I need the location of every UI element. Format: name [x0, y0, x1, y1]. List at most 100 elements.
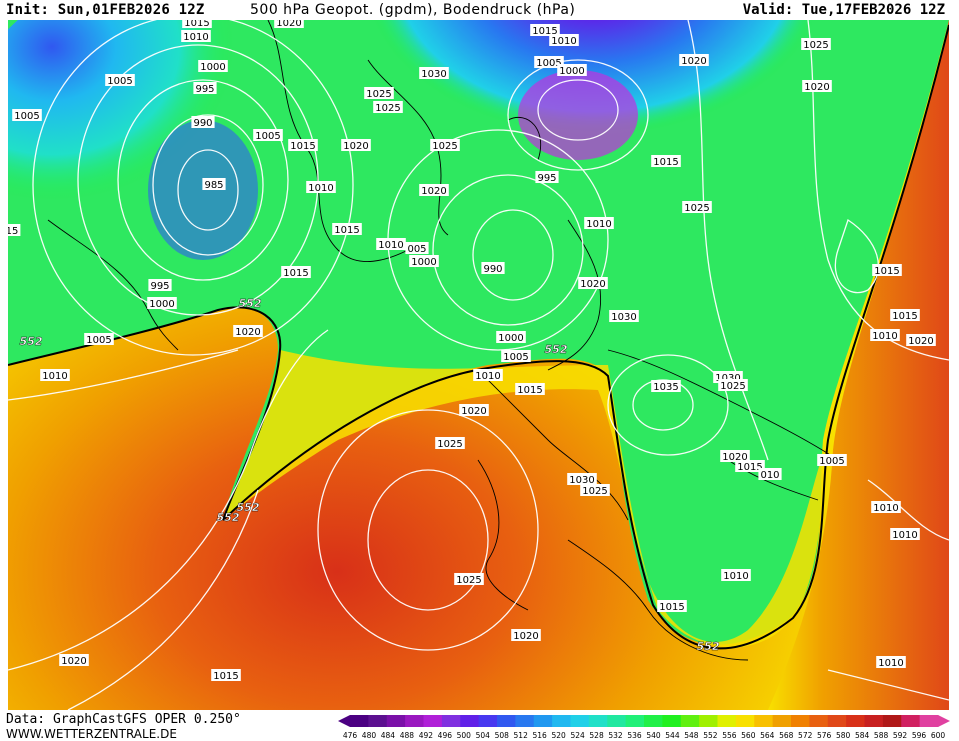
isobar-label-text: 1015: [517, 385, 542, 396]
isobar-label-box: [801, 38, 831, 50]
isobar-label-box: [233, 325, 263, 337]
isobar-label-box: [332, 223, 362, 235]
isobar-label-box: [430, 139, 460, 151]
colorbar-swatch: [423, 715, 443, 727]
isobar-label-box: [253, 129, 283, 141]
isobar-label-box: [651, 380, 681, 392]
isobar-label-text: 1015: [334, 225, 359, 236]
isobar-label-text: 1010: [878, 658, 903, 669]
colorbar-swatch: [791, 715, 810, 727]
colorbar: 476 480 484 488 492 496 500 504 508 512 516 520 524 5…: [338, 715, 950, 740]
isobar-label: 1020: [802, 80, 832, 93]
isobar-label-text: 1030: [611, 312, 636, 323]
isobar-label-text: 985: [204, 180, 223, 191]
init-time-label: Init: Sun,01FEB2026 12Z: [6, 2, 205, 18]
isobar-label-box: [609, 310, 639, 322]
colorbar-tick-label: 500: [457, 731, 472, 740]
isobar-label-box: [515, 383, 545, 395]
isobar-label: 1020: [233, 325, 263, 338]
isobar-label-box: [720, 450, 750, 462]
colorbar-swatch: [717, 715, 737, 727]
isobar-label-box: [735, 460, 765, 472]
isobar-label-box: [906, 334, 936, 346]
isobar-label: 15: [8, 224, 21, 237]
isobar-label-text: 1015: [653, 157, 678, 168]
isobar-label-text: 1015: [213, 671, 238, 682]
isobar-label: 1015: [890, 309, 920, 322]
isobar-label-box: [817, 454, 847, 466]
isobar-label: 1020: [511, 629, 541, 642]
colorbar-swatch: [625, 715, 645, 727]
isobar-label-box: [459, 404, 489, 416]
isobar-label: 1025: [430, 139, 460, 152]
isobar-label: 1030: [419, 67, 449, 80]
colorbar-tick-label: 600: [931, 731, 946, 740]
isobar-label-box: [12, 109, 42, 121]
isobar-label-text: 1000: [200, 62, 225, 73]
colorbar-tick-label: 596: [912, 731, 927, 740]
isobar-label-text: 1010: [475, 371, 500, 382]
colorbar-swatch: [882, 715, 902, 727]
isobar-label: 1025: [435, 437, 465, 450]
isobar-label-text: 1010: [872, 331, 897, 342]
isobar-label-box: [281, 266, 311, 278]
colorbar-min-arrow: [338, 715, 350, 727]
isobar-label-box: [511, 629, 541, 641]
warm-airmass-west: [8, 20, 949, 710]
isobar-label-text: 1010: [378, 240, 403, 251]
isobar-label: 1020: [459, 404, 489, 417]
colorbar-swatch: [386, 715, 406, 727]
isobar-label: 1000: [496, 331, 526, 344]
isobar-label-box: [549, 34, 579, 46]
isobar-label-box: [657, 600, 687, 612]
isobar-label-box: [364, 87, 394, 99]
colorbar-swatch: [441, 715, 461, 727]
ridge-band: [223, 350, 828, 648]
isobar-label: 1030: [567, 473, 597, 486]
isobar-label-box: [419, 184, 449, 196]
isobar-label: 1025: [682, 201, 712, 214]
isobar-label-text: 1015: [290, 141, 315, 152]
colorbar-swatch: [644, 715, 663, 727]
isobar-label-text: 1020: [580, 279, 605, 290]
isobar-label-text: 1010: [873, 503, 898, 514]
isobar-label: 1015: [211, 669, 241, 682]
isobar-label: 1010: [549, 34, 579, 47]
isobar-label-text: 1025: [803, 40, 828, 51]
isobar-label: 1015: [657, 600, 687, 613]
colorbar-tick-label: 588: [874, 731, 889, 740]
isobar-label: 1005: [253, 129, 283, 142]
colorbar-swatch: [735, 715, 755, 727]
colorbar-swatch: [588, 715, 608, 727]
isobar-label-box: [274, 20, 304, 28]
isobar-label-box: [306, 181, 336, 193]
isobar-label: 1005: [501, 350, 531, 363]
colorbar-tick-label: 544: [665, 731, 680, 740]
isobar-label-box: [198, 60, 228, 72]
isobar-label: 990: [191, 116, 215, 129]
isobar-label: 1010: [890, 528, 920, 541]
isobar-label: 1015: [288, 139, 318, 152]
isobar-label-text: 1020: [343, 141, 368, 152]
isobar-label-box: [584, 217, 614, 229]
isobar-label: 1020: [720, 450, 750, 463]
isobar-label: 1025: [364, 87, 394, 100]
colorbar-tick-label: 520: [551, 731, 566, 740]
isobar-label-text: 990: [193, 118, 212, 129]
isobar-label-text: 1015: [892, 311, 917, 322]
isobar-label-box: [534, 56, 564, 68]
isobar-label-box: [373, 101, 403, 113]
colorbar-tick-label: 512: [514, 731, 529, 740]
isobar-label-box: [535, 171, 559, 183]
isobar-label-text: 1025: [375, 103, 400, 114]
colorbar-swatch: [350, 715, 369, 727]
isobar-label-text: 1010: [308, 183, 333, 194]
isobar-label: 1015: [735, 460, 765, 473]
isobar-label: 1020: [274, 20, 304, 29]
colorbar-swatch: [497, 715, 516, 727]
isobar-label: 1010: [40, 369, 70, 382]
